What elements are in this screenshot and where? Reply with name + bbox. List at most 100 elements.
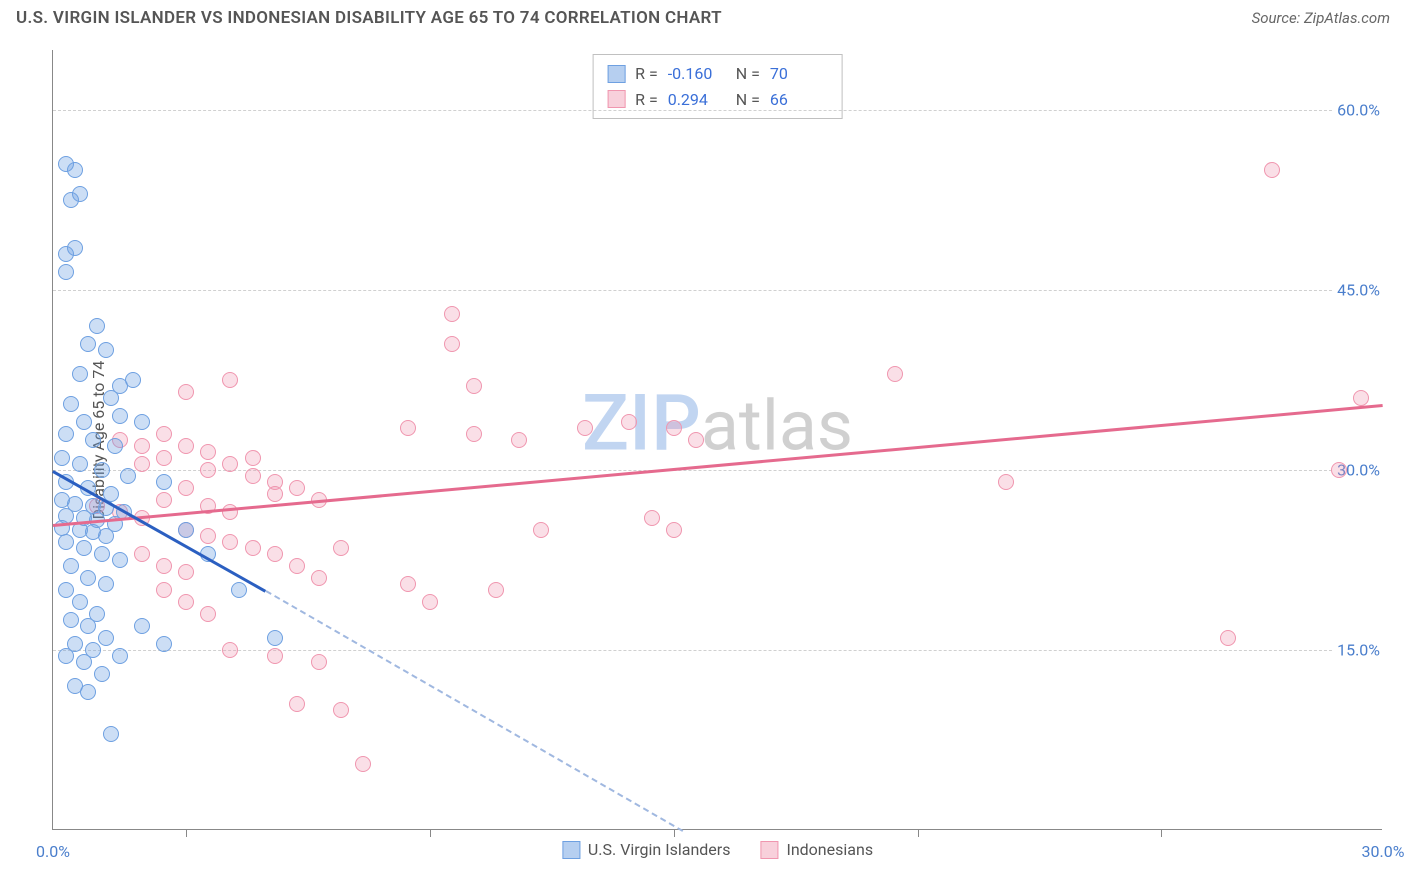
data-point (134, 456, 150, 472)
data-point (112, 648, 128, 664)
data-point (76, 540, 92, 556)
data-point (1264, 162, 1280, 178)
data-point (120, 468, 136, 484)
data-point (156, 492, 172, 508)
data-point (267, 546, 283, 562)
legend-swatch-a (607, 65, 625, 83)
data-point (80, 684, 96, 700)
data-point (466, 378, 482, 394)
data-point (355, 756, 371, 772)
data-point (245, 540, 261, 556)
data-point (98, 342, 114, 358)
data-point (63, 612, 79, 628)
y-tick-label: 60.0% (1333, 101, 1384, 120)
data-point (311, 654, 327, 670)
data-point (98, 528, 114, 544)
legend-row-b: R = 0.294 N = 66 (607, 87, 828, 113)
data-point (666, 522, 682, 538)
data-point (231, 582, 247, 598)
data-point (289, 558, 305, 574)
data-point (54, 450, 70, 466)
data-point (156, 558, 172, 574)
data-point (400, 420, 416, 436)
data-point (289, 480, 305, 496)
data-point (511, 432, 527, 448)
data-point (222, 504, 238, 520)
data-point (644, 510, 660, 526)
data-point (289, 696, 305, 712)
data-point (466, 426, 482, 442)
data-point (112, 408, 128, 424)
data-point (63, 558, 79, 574)
legend-row-a: R = -0.160 N = 70 (607, 61, 828, 87)
x-tick (430, 829, 431, 837)
data-point (267, 648, 283, 664)
data-point (267, 474, 283, 490)
data-point (103, 390, 119, 406)
data-point (156, 450, 172, 466)
legend-swatch-a2 (562, 841, 580, 859)
data-point (58, 426, 74, 442)
data-point (67, 162, 83, 178)
data-point (1220, 630, 1236, 646)
data-point (112, 552, 128, 568)
data-point (311, 570, 327, 586)
y-tick-label: 45.0% (1333, 281, 1384, 300)
data-point (200, 606, 216, 622)
data-point (134, 546, 150, 562)
data-point (178, 384, 194, 400)
data-point (76, 654, 92, 670)
data-point (267, 630, 283, 646)
data-point (1353, 390, 1369, 406)
data-point (200, 462, 216, 478)
data-point (200, 528, 216, 544)
data-point (400, 576, 416, 592)
data-point (58, 648, 74, 664)
x-tick-label: 30.0% (1362, 842, 1405, 861)
series-legend: U.S. Virgin Islanders Indonesians (562, 840, 873, 859)
x-tick (186, 829, 187, 837)
data-point (98, 576, 114, 592)
data-point (72, 456, 88, 472)
data-point (58, 534, 74, 550)
data-point (887, 366, 903, 382)
data-point (134, 438, 150, 454)
data-point (178, 438, 194, 454)
data-point (1331, 462, 1347, 478)
data-point (94, 546, 110, 562)
data-point (156, 636, 172, 652)
data-point (222, 372, 238, 388)
data-point (156, 474, 172, 490)
data-point (666, 420, 682, 436)
data-point (72, 366, 88, 382)
data-point (63, 192, 79, 208)
data-point (67, 240, 83, 256)
x-tick-label: 0.0% (36, 842, 70, 861)
x-tick (1161, 829, 1162, 837)
x-tick (918, 829, 919, 837)
trend-line-extrapolated (265, 590, 683, 832)
data-point (72, 594, 88, 610)
data-point (444, 306, 460, 322)
data-point (245, 468, 261, 484)
data-point (80, 618, 96, 634)
legend-item-b: Indonesians (760, 840, 873, 859)
source-credit: Source: ZipAtlas.com (1252, 9, 1390, 27)
gridline-h (53, 110, 1382, 111)
data-point (621, 414, 637, 430)
legend-swatch-b2 (760, 841, 778, 859)
data-point (156, 426, 172, 442)
data-point (103, 726, 119, 742)
y-tick-label: 15.0% (1333, 641, 1384, 660)
data-point (998, 474, 1014, 490)
data-point (58, 582, 74, 598)
data-point (488, 582, 504, 598)
data-point (178, 564, 194, 580)
data-point (107, 438, 123, 454)
data-point (89, 318, 105, 334)
data-point (688, 432, 704, 448)
data-point (577, 420, 593, 436)
data-point (63, 396, 79, 412)
x-tick (674, 829, 675, 837)
chart-header: U.S. VIRGIN ISLANDER VS INDONESIAN DISAB… (0, 0, 1406, 38)
